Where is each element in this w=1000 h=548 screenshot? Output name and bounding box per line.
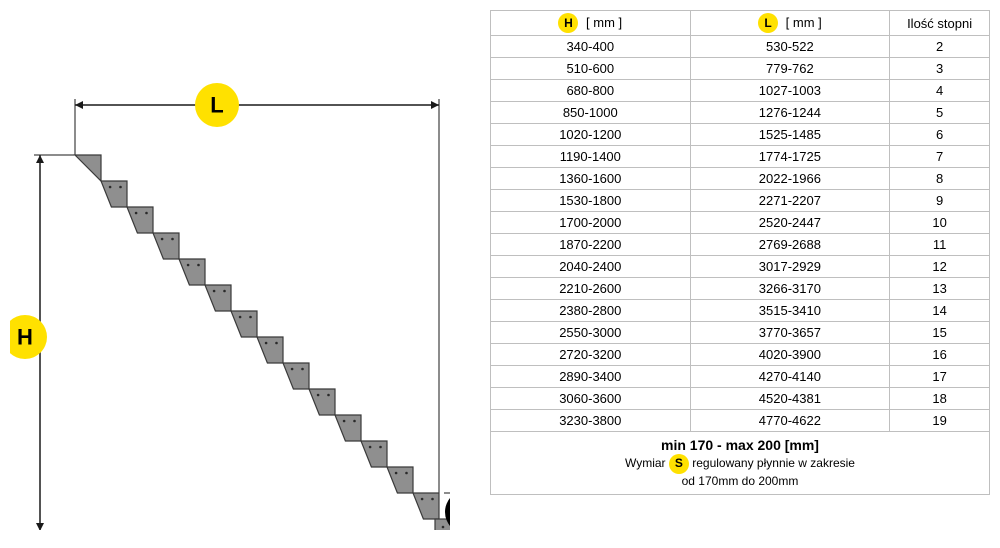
table-cell: 3770-3657	[690, 322, 890, 344]
table-footer-row: min 170 - max 200 [mm] Wymiar S regulowa…	[491, 432, 990, 495]
table-row: 510-600779-7623	[491, 58, 990, 80]
table-cell: 16	[890, 344, 990, 366]
table-footer-cell: min 170 - max 200 [mm] Wymiar S regulowa…	[491, 432, 990, 495]
col-h-unit: [ mm ]	[586, 15, 622, 30]
table-cell: 11	[890, 234, 990, 256]
table-row: 340-400530-5222	[491, 36, 990, 58]
table-cell: 779-762	[690, 58, 890, 80]
table-header-row: H [ mm ] L [ mm ] Ilość stopni	[491, 11, 990, 36]
table-row: 1020-12001525-14856	[491, 124, 990, 146]
table-cell: 2271-2207	[690, 190, 890, 212]
table-row: 2210-26003266-317013	[491, 278, 990, 300]
stair-svg: LHS	[10, 10, 450, 530]
table-row: 850-10001276-12445	[491, 102, 990, 124]
table-cell: 2720-3200	[491, 344, 691, 366]
table-cell: 4520-4381	[690, 388, 890, 410]
table-cell: 2040-2400	[491, 256, 691, 278]
table-cell: 12	[890, 256, 990, 278]
table-row: 1700-20002520-244710	[491, 212, 990, 234]
table-cell: 9	[890, 190, 990, 212]
table-cell: 19	[890, 410, 990, 432]
table-cell: 2022-1966	[690, 168, 890, 190]
table-row: 3230-38004770-462219	[491, 410, 990, 432]
table-cell: 1774-1725	[690, 146, 890, 168]
footer-title: min 170 - max 200 [mm]	[499, 436, 981, 454]
table-cell: 2380-2800	[491, 300, 691, 322]
table-cell: 530-522	[690, 36, 890, 58]
table-cell: 3266-3170	[690, 278, 890, 300]
table-cell: 2890-3400	[491, 366, 691, 388]
table-cell: 17	[890, 366, 990, 388]
badge-h-icon: H	[558, 13, 578, 33]
table-row: 680-8001027-10034	[491, 80, 990, 102]
stair-diagram: LHS	[10, 10, 450, 530]
table-cell: 510-600	[491, 58, 691, 80]
table-cell: 4	[890, 80, 990, 102]
table-cell: 3	[890, 58, 990, 80]
table-row: 2720-32004020-390016	[491, 344, 990, 366]
table-cell: 340-400	[491, 36, 691, 58]
table-row: 2380-28003515-341014	[491, 300, 990, 322]
table-cell: 1276-1244	[690, 102, 890, 124]
table-cell: 2520-2447	[690, 212, 890, 234]
table-cell: 2210-2600	[491, 278, 691, 300]
table-cell: 1530-1800	[491, 190, 691, 212]
table-cell: 7	[890, 146, 990, 168]
table-row: 1870-22002769-268811	[491, 234, 990, 256]
table-cell: 4770-4622	[690, 410, 890, 432]
table-row: 3060-36004520-438118	[491, 388, 990, 410]
table-row: 2550-30003770-365715	[491, 322, 990, 344]
table-cell: 1700-2000	[491, 212, 691, 234]
table-cell: 3017-2929	[690, 256, 890, 278]
table-cell: 850-1000	[491, 102, 691, 124]
table-cell: 1870-2200	[491, 234, 691, 256]
footer-line1: Wymiar S regulowany płynnie w zakresie	[499, 454, 981, 474]
table-cell: 1020-1200	[491, 124, 691, 146]
svg-text:L: L	[210, 93, 223, 118]
table-cell: 18	[890, 388, 990, 410]
col-h-header: H [ mm ]	[491, 11, 691, 36]
table-cell: 2769-2688	[690, 234, 890, 256]
table-row: 1360-16002022-19668	[491, 168, 990, 190]
table-cell: 680-800	[491, 80, 691, 102]
table-cell: 13	[890, 278, 990, 300]
col-l-unit: [ mm ]	[786, 15, 822, 30]
dimensions-table-wrap: H [ mm ] L [ mm ] Ilość stopni 340-40053…	[490, 10, 990, 495]
svg-text:H: H	[17, 325, 33, 350]
table-row: 1530-18002271-22079	[491, 190, 990, 212]
table-cell: 3060-3600	[491, 388, 691, 410]
dimensions-table: H [ mm ] L [ mm ] Ilość stopni 340-40053…	[490, 10, 990, 495]
table-cell: 1360-1600	[491, 168, 691, 190]
table-cell: 2	[890, 36, 990, 58]
table-cell: 3515-3410	[690, 300, 890, 322]
table-cell: 8	[890, 168, 990, 190]
table-cell: 2550-3000	[491, 322, 691, 344]
table-row: 2040-24003017-292912	[491, 256, 990, 278]
table-cell: 4270-4140	[690, 366, 890, 388]
table-cell: 1027-1003	[690, 80, 890, 102]
badge-l-icon: L	[758, 13, 778, 33]
table-row: 2890-34004270-414017	[491, 366, 990, 388]
table-cell: 14	[890, 300, 990, 322]
col-l-header: L [ mm ]	[690, 11, 890, 36]
table-cell: 5	[890, 102, 990, 124]
footer-line2: od 170mm do 200mm	[499, 474, 981, 490]
table-cell: 10	[890, 212, 990, 234]
table-cell: 1190-1400	[491, 146, 691, 168]
table-row: 1190-14001774-17257	[491, 146, 990, 168]
table-cell: 1525-1485	[690, 124, 890, 146]
table-cell: 4020-3900	[690, 344, 890, 366]
table-cell: 3230-3800	[491, 410, 691, 432]
badge-s-icon: S	[669, 454, 689, 474]
table-cell: 15	[890, 322, 990, 344]
col-count-header: Ilość stopni	[890, 11, 990, 36]
table-cell: 6	[890, 124, 990, 146]
